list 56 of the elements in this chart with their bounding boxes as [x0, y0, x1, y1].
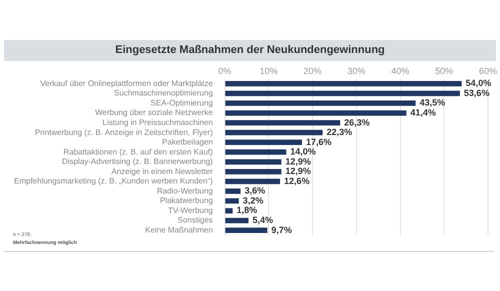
- bar: [225, 198, 239, 204]
- y-tick-label: SEA-Optimierung: [150, 98, 213, 108]
- data-label: 9,7%: [271, 224, 292, 235]
- bar: [225, 178, 280, 184]
- bar: [225, 120, 340, 126]
- bar: [225, 168, 282, 174]
- data-label: 43,5%: [420, 98, 446, 108]
- data-label: 54,0%: [466, 78, 492, 88]
- y-tick-label: Paketbeilagen: [162, 138, 213, 147]
- x-tick-label: 40%: [391, 66, 410, 76]
- y-tick-label: Plakatwerbung: [160, 196, 213, 206]
- bar: [225, 130, 323, 136]
- data-label: 3,6%: [244, 186, 266, 196]
- x-tick-label: 10%: [260, 66, 278, 76]
- y-tick-label: Empfehlungsmarketing (z. B. „Kunden werben Kunden“): [14, 176, 214, 186]
- data-label: 12,6%: [284, 176, 310, 186]
- y-tick-label: Werbung über soziale Netzwerke: [95, 108, 214, 118]
- y-tick-label: Printwerbung (z. B. Anzeige in Zeitschriften, Flyer): [34, 128, 214, 137]
- y-tick-label: Rabattaktionen (z. B. auf den ersten Kauf): [63, 147, 214, 156]
- bar: [225, 100, 416, 106]
- data-label: 17,6%: [306, 136, 332, 147]
- y-tick-label: Radio-Werbung: [156, 186, 213, 196]
- chart-title: Eingesetzte Maßnahmen der Neukundengewinnung: [4, 40, 496, 61]
- bar: [225, 159, 282, 165]
- y-tick-label: Display-Advertising (z. B. Bannerwerbung): [62, 157, 214, 166]
- x-tick-label: 50%: [435, 66, 454, 76]
- data-label: 12,9%: [285, 166, 311, 176]
- y-tick-label: Suchmaschinenoptimierung: [114, 88, 213, 98]
- data-label: 1,8%: [236, 205, 258, 216]
- x-tick-label: 20%: [304, 66, 322, 76]
- bar: [225, 218, 248, 224]
- x-tick-label: 60%: [478, 66, 498, 76]
- y-tick-label: Keine Maßnahmen: [145, 226, 213, 235]
- data-label: 41,4%: [410, 107, 436, 118]
- bar: [225, 81, 462, 86]
- y-tick-label: TV-Werbung: [168, 206, 213, 215]
- data-label: 12,9%: [285, 156, 311, 166]
- bar: [225, 188, 241, 194]
- y-tick-label: Anzeige in einem Newsletter: [111, 166, 214, 176]
- bar: [225, 208, 233, 214]
- bar: [225, 228, 268, 233]
- bar: [225, 140, 302, 146]
- data-label: 22,3%: [326, 127, 352, 138]
- x-tick-label: 30%: [347, 66, 366, 76]
- y-tick-label: Listung in Preissuchmaschinen: [102, 118, 213, 127]
- bar: [225, 110, 406, 116]
- data-label: 5,4%: [252, 215, 273, 226]
- bar: [225, 90, 460, 96]
- x-tick-label: 0%: [218, 66, 232, 76]
- y-tick-label: Verkauf über Onlineplattformen oder Marktplätze: [40, 78, 214, 88]
- y-tick-label: Sonstiges: [178, 216, 213, 225]
- data-label: 53,6%: [464, 88, 490, 98]
- data-label: 3,2%: [242, 195, 264, 206]
- data-label: 14,0%: [290, 146, 316, 157]
- data-label: 26,3%: [344, 117, 370, 128]
- bar: [225, 149, 286, 155]
